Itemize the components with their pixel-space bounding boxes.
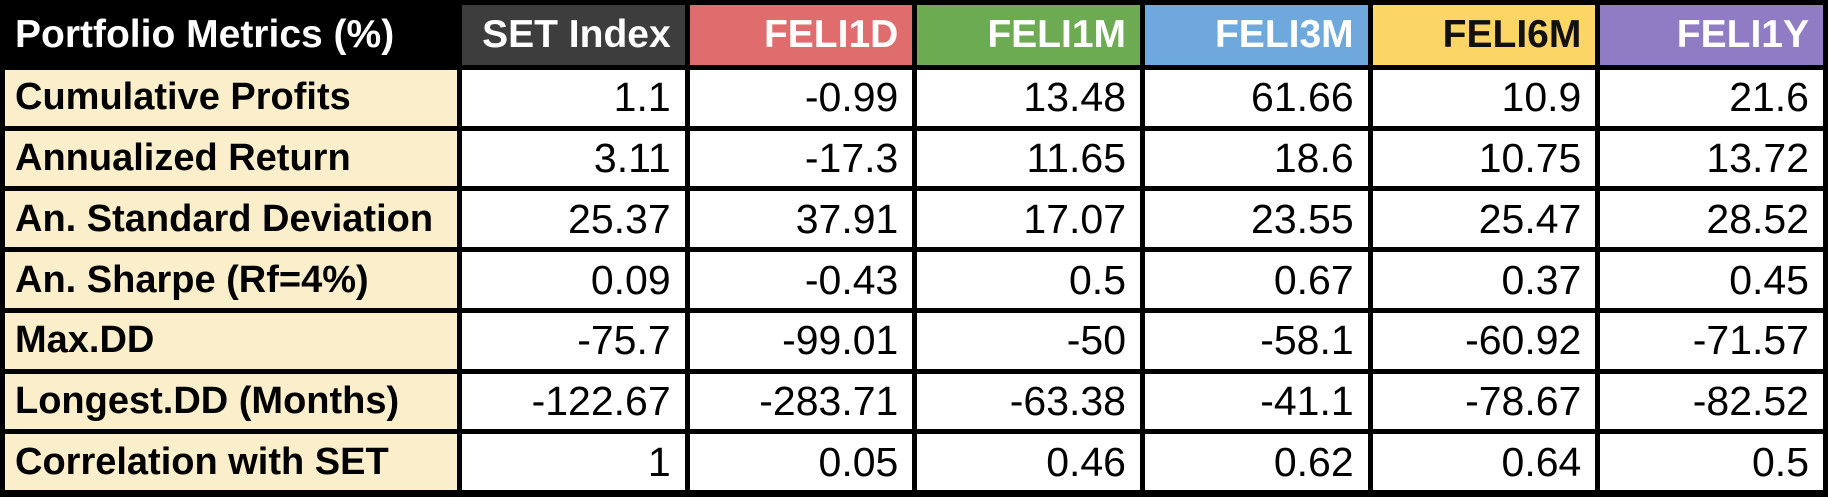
value-cell: 0.05 [684, 429, 913, 491]
value-cell: 18.6 [1140, 125, 1368, 187]
header-row: Portfolio Metrics (%) SET Index FELI1D FEL… [5, 5, 1823, 65]
value-cell: 37.91 [684, 186, 913, 248]
value-cell: 0.45 [1595, 247, 1823, 308]
value-cell: 0.09 [457, 247, 685, 308]
metric-label: Max.DD [5, 307, 457, 369]
value-cell: -60.92 [1367, 307, 1596, 369]
value-cell: 21.6 [1595, 65, 1823, 126]
table-row: Correlation with SET 1 0.05 0.46 0.62 0.64 0.5 [5, 429, 1823, 491]
value-cell: 25.47 [1367, 186, 1596, 248]
value-cell: 3.11 [457, 125, 685, 187]
value-cell: 0.37 [1367, 247, 1596, 308]
value-cell: -283.71 [684, 368, 913, 430]
value-cell: 1 [457, 429, 685, 491]
metric-label: Longest.DD (Months) [5, 368, 457, 430]
value-cell: 10.75 [1367, 125, 1596, 187]
value-cell: -58.1 [1140, 307, 1368, 369]
column-header-feli3m: FELI3M [1140, 5, 1368, 65]
value-cell: 17.07 [912, 186, 1140, 248]
value-cell: 1.1 [457, 65, 685, 126]
table-row: Longest.DD (Months) -122.67 -283.71 -63.38-… [5, 368, 1823, 430]
column-header-feli6m: FELI6M [1367, 5, 1596, 65]
value-cell: 0.46 [912, 429, 1140, 491]
column-header-feli1y: FELI1Y [1595, 5, 1823, 65]
value-cell: 0.67 [1140, 247, 1368, 308]
metric-label: Correlation with SET [5, 429, 457, 491]
value-cell: 61.66 [1140, 65, 1368, 126]
value-cell: -41.1 [1140, 368, 1368, 430]
table-title: Portfolio Metrics (%) [5, 5, 457, 65]
value-cell: -63.38 [912, 368, 1140, 430]
value-cell: 10.9 [1367, 65, 1596, 126]
value-cell: -71.57 [1595, 307, 1823, 369]
value-cell: 13.48 [912, 65, 1140, 126]
value-cell: -50 [912, 307, 1140, 369]
table-row: An. Standard Deviation 25.37 37.91 17.07 23.… [5, 186, 1823, 248]
metric-label: An. Standard Deviation [5, 186, 457, 248]
column-header-feli1m: FELI1M [912, 5, 1140, 65]
table-row: Max.DD -75.7 -99.01 -50 -58.1 -60.92 -71.57 [5, 307, 1823, 369]
value-cell: -82.52 [1595, 368, 1823, 430]
table-row: Annualized Return 3.11 -17.3 11.65 18.6 10.75… [5, 125, 1823, 187]
value-cell: -17.3 [684, 125, 913, 187]
value-cell: 23.55 [1140, 186, 1368, 248]
column-header-set-index: SET Index [457, 5, 685, 65]
value-cell: 25.37 [457, 186, 685, 248]
value-cell: 11.65 [912, 125, 1140, 187]
metric-label: Annualized Return [5, 125, 457, 187]
table-row: Cumulative Profits 1.1 -0.99 13.48 61.66 10.9… [5, 65, 1823, 126]
value-cell: -0.43 [684, 247, 913, 308]
table-row: An. Sharpe (Rf=4%) 0.09 -0.43 0.5 0.67 0.37 0.… [5, 247, 1823, 308]
value-cell: 13.72 [1595, 125, 1823, 187]
value-cell: -0.99 [684, 65, 913, 126]
metric-label: An. Sharpe (Rf=4%) [5, 247, 457, 308]
value-cell: 28.52 [1595, 186, 1823, 248]
value-cell: 0.62 [1140, 429, 1368, 491]
metric-label: Cumulative Profits [5, 65, 457, 126]
value-cell: 0.64 [1367, 429, 1596, 491]
value-cell: 0.5 [1595, 429, 1823, 491]
value-cell: -75.7 [457, 307, 685, 369]
value-cell: 0.5 [912, 247, 1140, 308]
value-cell: -122.67 [457, 368, 685, 430]
column-header-feli1d: FELI1D [684, 5, 913, 65]
value-cell: -78.67 [1367, 368, 1596, 430]
value-cell: -99.01 [684, 307, 913, 369]
